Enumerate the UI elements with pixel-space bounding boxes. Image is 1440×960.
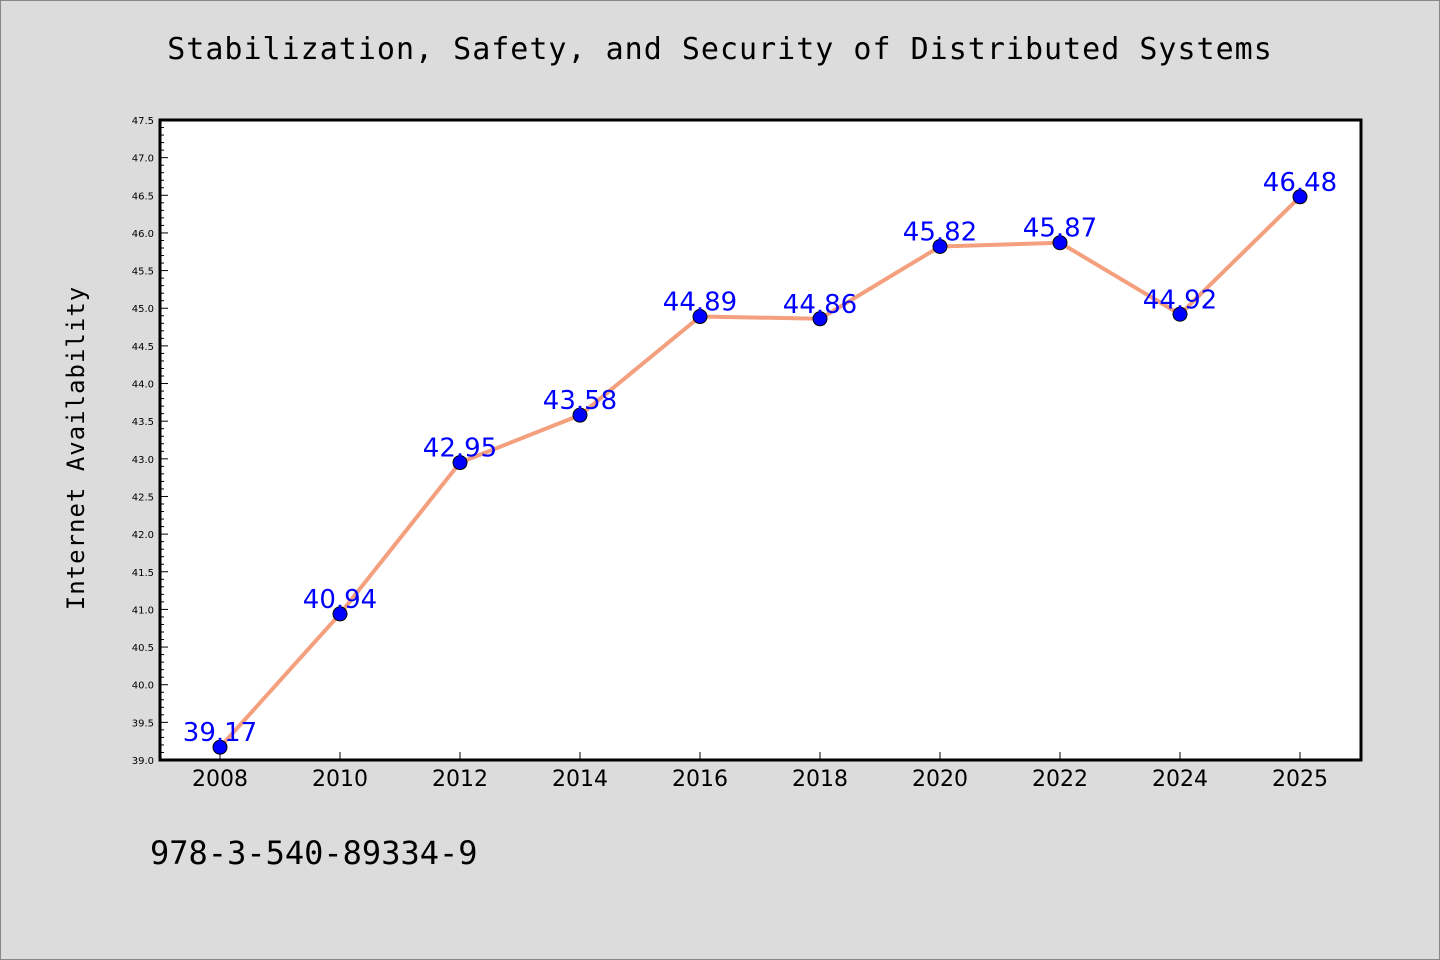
data-point [572, 407, 588, 423]
data-label: 42.95 [423, 434, 497, 464]
data-point [332, 606, 348, 622]
data-label: 45.82 [903, 217, 977, 247]
chart-title: Stabilization, Safety, and Security of D… [167, 32, 1273, 67]
data-point [1052, 235, 1068, 251]
x-tick-label: 2016 [672, 767, 728, 792]
x-tick-label: 2025 [1272, 767, 1328, 792]
y-tick-label: 41.5 [132, 568, 154, 579]
data-label: 40.94 [303, 585, 377, 615]
y-tick-label: 46.0 [132, 229, 154, 240]
y-axis-ticks: 39.0 39.5 40.0 40.5 41.0 41.5 42.0 42.5 43.0 43.5… [132, 116, 168, 767]
x-tick-label: 2024 [1152, 767, 1208, 792]
data-label: 39.17 [183, 718, 257, 748]
data-point [212, 739, 228, 755]
y-tick-label: 44.0 [132, 380, 154, 391]
y-tick-label: 43.0 [132, 455, 154, 466]
x-tick-label: 2012 [432, 767, 488, 792]
data-label: 45.87 [1023, 214, 1097, 244]
series-line [218, 195, 1302, 749]
data-label: 44.92 [1143, 285, 1217, 315]
isbn-code: 978-3-540-89334-9 [150, 834, 478, 872]
x-tick-label: 2018 [792, 767, 848, 792]
x-axis-ticks: 2008 2010 2012 2014 2016 2018 2020 2022 2024 2025 [192, 752, 1328, 792]
y-tick-label: 42.0 [132, 530, 154, 541]
y-tick-label: 43.5 [132, 417, 154, 428]
y-tick-label: 45.0 [132, 304, 154, 315]
y-axis-label: Internet Availability [62, 286, 90, 610]
y-tick-label: 41.0 [132, 605, 154, 616]
y-tick-label: 46.5 [132, 191, 154, 202]
y-tick-label: 44.5 [132, 342, 154, 353]
series-group [212, 189, 1308, 755]
y-tick-label: 39.0 [132, 756, 154, 767]
x-tick-label: 2022 [1032, 767, 1088, 792]
x-tick-label: 2008 [192, 767, 248, 792]
y-tick-label: 40.0 [132, 681, 154, 692]
y-tick-label: 39.5 [132, 718, 154, 729]
data-label: 46.48 [1263, 168, 1337, 198]
y-tick-label: 47.0 [132, 154, 154, 165]
data-point [452, 455, 468, 471]
data-point [692, 309, 708, 325]
data-label: 44.89 [663, 288, 737, 318]
plot-area [158, 118, 1363, 762]
x-tick-label: 2010 [312, 767, 368, 792]
y-tick-label: 45.5 [132, 267, 154, 278]
data-point [932, 238, 948, 254]
y-tick-label: 40.5 [132, 643, 154, 654]
y-tick-label: 42.5 [132, 492, 154, 503]
data-point [812, 311, 828, 327]
data-label: 43.58 [543, 386, 617, 416]
data-labels-group: 39.17 40.94 42.95 43.58 44.89 44.86 45.82 45.87… [183, 168, 1337, 748]
x-tick-label: 2014 [552, 767, 608, 792]
y-tick-label: 47.5 [132, 116, 154, 127]
data-label: 44.86 [783, 290, 857, 320]
data-point [1292, 189, 1308, 205]
data-point [1172, 306, 1188, 322]
x-tick-label: 2020 [912, 767, 968, 792]
